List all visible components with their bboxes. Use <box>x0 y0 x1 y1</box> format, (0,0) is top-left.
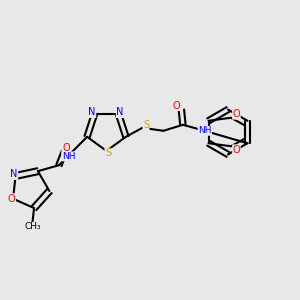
Text: O: O <box>172 100 180 111</box>
Text: S: S <box>105 148 111 158</box>
Text: O: O <box>62 143 70 153</box>
Text: O: O <box>8 194 15 204</box>
Text: N: N <box>10 169 18 179</box>
Text: NH: NH <box>198 126 211 135</box>
Text: NH: NH <box>62 152 75 161</box>
Text: N: N <box>116 107 124 118</box>
Text: O: O <box>232 109 240 119</box>
Text: N: N <box>88 107 96 118</box>
Text: CH₃: CH₃ <box>24 223 41 232</box>
Text: S: S <box>143 120 149 130</box>
Text: O: O <box>232 145 240 155</box>
